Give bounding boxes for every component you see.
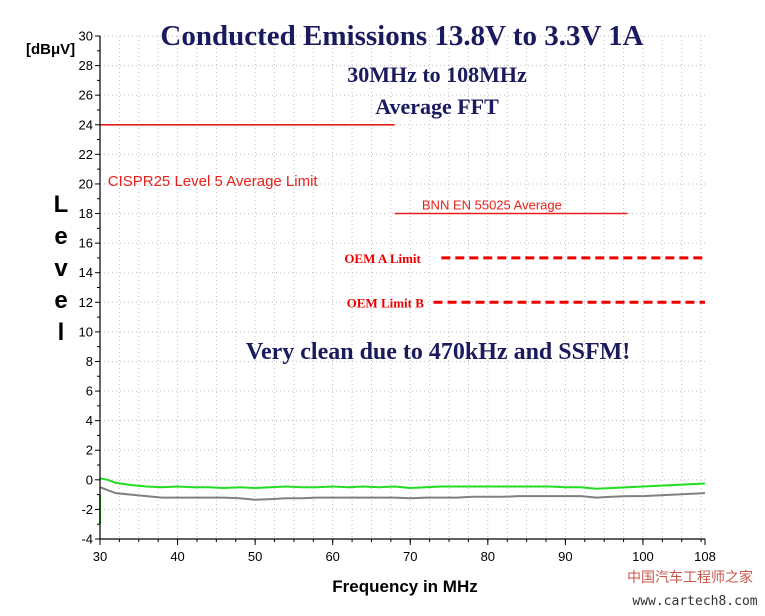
y-tick-label: 30 — [79, 29, 93, 44]
annotation-label: BNN EN 55025 Average — [422, 198, 562, 213]
y-tick-label: 16 — [79, 236, 93, 251]
x-tick-label: 70 — [403, 549, 417, 564]
x-tick-label: 40 — [170, 549, 184, 564]
y-tick-label: 2 — [86, 443, 93, 458]
annotations: CISPR25 Level 5 Average Limit BNN EN 5502… — [108, 173, 631, 365]
y-tick-label: -4 — [81, 532, 93, 547]
y-axis-label: Level — [54, 191, 69, 346]
x-tick-label: 30 — [93, 549, 107, 564]
y-axis-label-letter: l — [58, 319, 65, 346]
series-layer — [99, 124, 706, 525]
watermark-line-2: www.cartech8.com — [632, 594, 757, 609]
y-tick-label: 14 — [79, 265, 93, 280]
y-tick-label: 6 — [86, 384, 93, 399]
y-tick-label: 20 — [79, 176, 93, 191]
series-line-4 — [99, 477, 706, 490]
axes — [95, 35, 706, 545]
x-tick-label: 60 — [325, 549, 339, 564]
series-line-5 — [99, 486, 706, 501]
chart-subtitle-line-1: 30MHz to 108MHz — [347, 62, 527, 87]
x-tick-label: 90 — [558, 549, 572, 564]
y-tick-label: 10 — [79, 324, 93, 339]
y-axis-unit: [dBμV] — [26, 41, 75, 58]
y-tick-label: 24 — [79, 117, 93, 132]
x-tick-label: 100 — [632, 549, 654, 564]
y-axis-label-letter: v — [54, 255, 68, 282]
y-axis-label-letter: e — [54, 287, 67, 314]
chart-subtitle-line-2: Average FFT — [375, 94, 499, 119]
y-tick-label: 8 — [86, 354, 93, 369]
annotation-label: OEM A Limit — [344, 251, 421, 266]
x-tick-label: 80 — [481, 549, 495, 564]
watermark: 中国汽车工程师之家 www.cartech8.com — [627, 569, 758, 609]
y-tick-label: 26 — [79, 88, 93, 103]
y-tick-label: 4 — [86, 413, 93, 428]
y-axis-label-letter: e — [54, 223, 67, 250]
annotation-label: Very clean due to 470kHz and SSFM! — [246, 339, 630, 365]
x-tick-label: 50 — [248, 549, 262, 564]
y-tick-label: 22 — [79, 147, 93, 162]
chart-title: Conducted Emissions 13.8V to 3.3V 1A — [160, 20, 643, 52]
y-tick-label: 12 — [79, 295, 93, 310]
y-axis-label-letter: L — [54, 191, 69, 218]
watermark-line-1: 中国汽车工程师之家 — [627, 569, 753, 586]
y-tick-label: 0 — [86, 472, 93, 487]
annotation-label: OEM Limit B — [347, 295, 425, 310]
annotation-label: CISPR25 Level 5 Average Limit — [108, 173, 319, 190]
y-tick-label: 28 — [79, 58, 93, 73]
y-tick-label: 18 — [79, 206, 93, 221]
y-tick-label: -2 — [81, 502, 93, 517]
x-tick-label: 108 — [694, 549, 716, 564]
x-axis-label: Frequency in MHz — [332, 577, 477, 596]
